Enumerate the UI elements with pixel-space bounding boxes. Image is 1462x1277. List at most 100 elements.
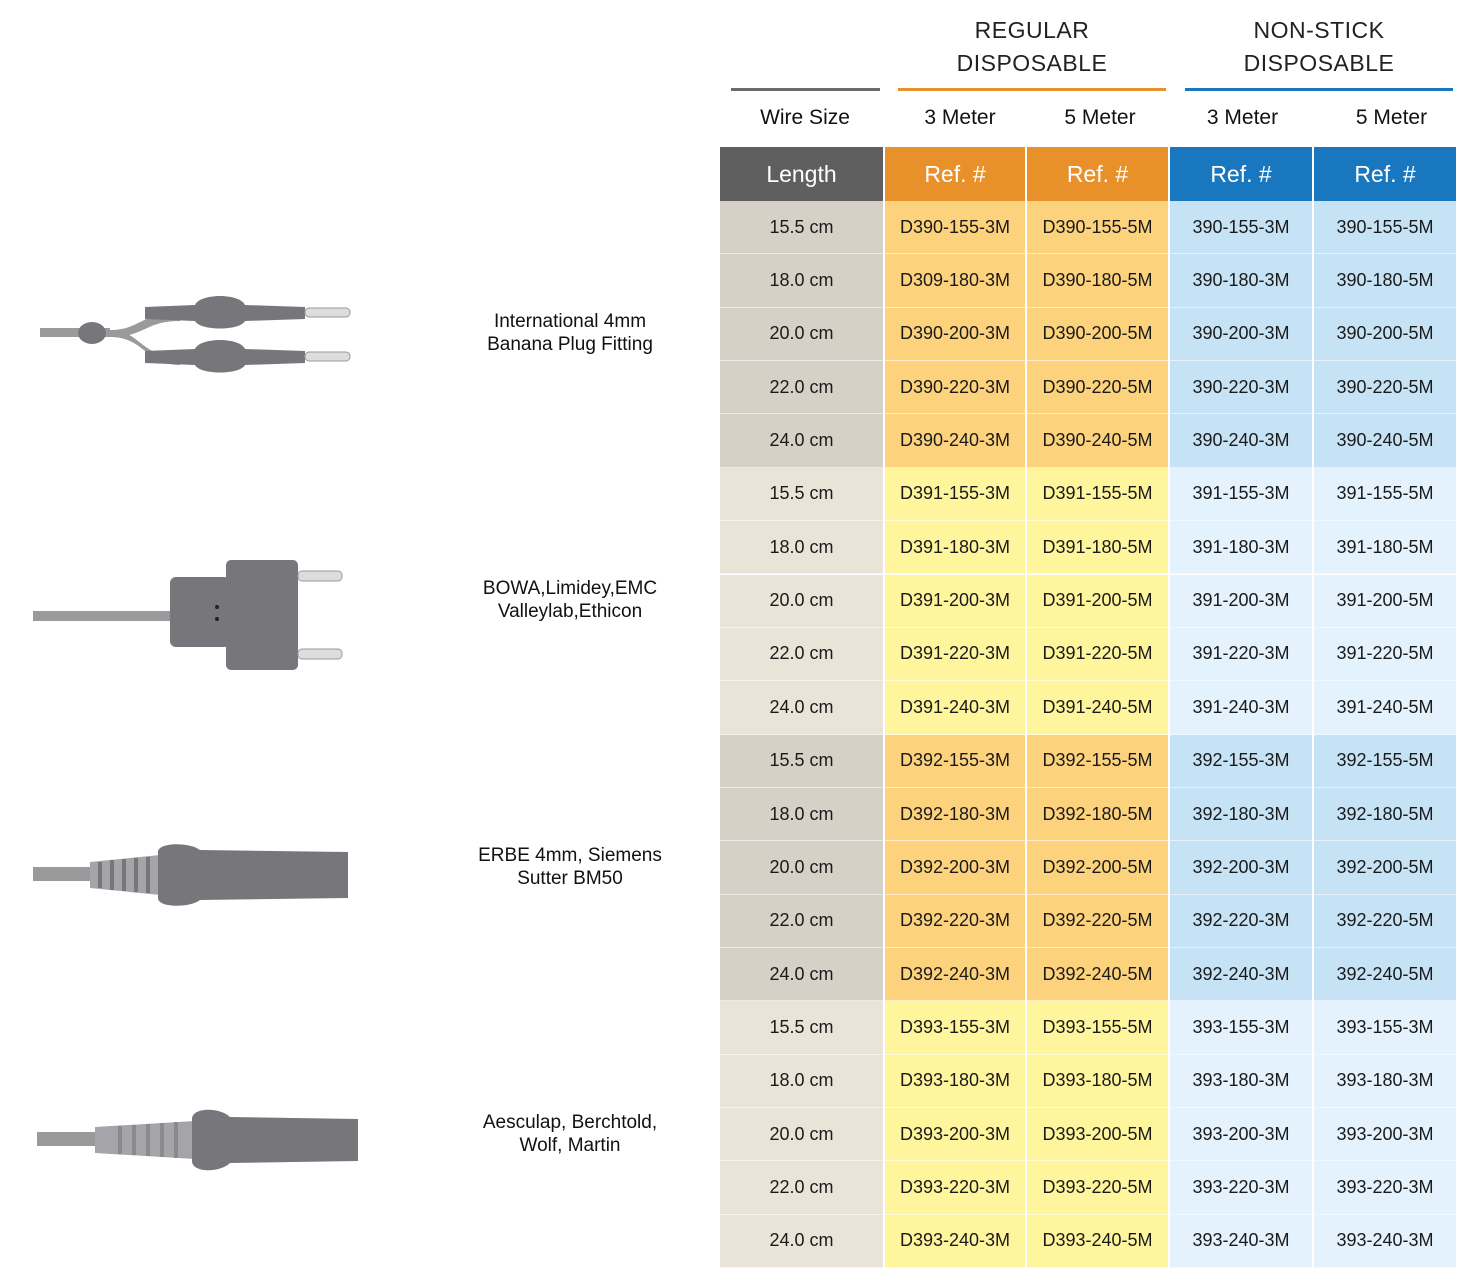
plug-aesculap xyxy=(37,1109,358,1171)
connector-label: Aesculap, Berchtold, xyxy=(482,1111,658,1133)
plug-banana xyxy=(40,296,351,373)
group-header: NON-STICK xyxy=(1253,17,1385,43)
connector-label: BOWA,Limidey,EMC xyxy=(482,578,658,600)
ref-cell: D392-155-3M xyxy=(885,734,1025,788)
ref-cell: D390-200-3M xyxy=(885,307,1025,362)
length-cell: 24.0 cm xyxy=(720,1214,883,1269)
ref-cell: D391-220-3M xyxy=(885,627,1025,682)
ref-cell: 391-220-3M xyxy=(1170,627,1312,682)
ref-cell: 392-155-3M xyxy=(1170,734,1312,788)
ref-cell: D393-155-5M xyxy=(1027,1001,1168,1055)
length-cell: 20.0 cm xyxy=(720,574,883,628)
ref-cell: 391-200-3M xyxy=(1170,574,1312,628)
length-cell: 18.0 cm xyxy=(720,254,883,308)
plug-bowa xyxy=(33,560,343,670)
ref-cell: 393-200-3M xyxy=(1170,1108,1312,1162)
ref-cell: 392-220-3M xyxy=(1170,894,1312,948)
ref-cell: 392-180-5M xyxy=(1314,787,1456,842)
ref-cell: 391-240-5M xyxy=(1314,681,1456,735)
length-cell: 15.5 cm xyxy=(720,467,883,522)
length-cell: 15.5 cm xyxy=(720,201,883,255)
ref-cell: D392-220-5M xyxy=(1027,894,1168,948)
subheader: 5 Meter xyxy=(1064,106,1136,129)
ref-cell: 390-200-5M xyxy=(1314,307,1456,362)
ref-cell: D390-155-5M xyxy=(1027,201,1168,255)
length-cell: 22.0 cm xyxy=(720,361,883,415)
ref-cell: D390-240-5M xyxy=(1027,414,1168,468)
ref-cell: D391-240-5M xyxy=(1027,681,1168,735)
ref-cell: 390-200-3M xyxy=(1170,307,1312,362)
ref-cell: D393-220-3M xyxy=(885,1161,1025,1215)
ref-cell: 393-180-3M xyxy=(1170,1054,1312,1108)
ref-cell: 391-155-3M xyxy=(1170,467,1312,522)
column-header: Length xyxy=(720,147,883,201)
ref-cell: D393-240-5M xyxy=(1027,1214,1168,1269)
ref-cell: 390-240-5M xyxy=(1314,414,1456,468)
ref-cell: D393-180-5M xyxy=(1027,1054,1168,1108)
length-cell: 22.0 cm xyxy=(720,627,883,682)
ref-cell: D392-180-5M xyxy=(1027,787,1168,842)
subheader: Wire Size xyxy=(760,106,850,129)
ref-cell: 391-220-5M xyxy=(1314,627,1456,682)
group-header: REGULAR xyxy=(974,17,1090,43)
length-cell: 24.0 cm xyxy=(720,681,883,735)
ref-cell: 393-220-3M xyxy=(1170,1161,1312,1215)
ref-cell: 390-220-5M xyxy=(1314,361,1456,415)
plug-erbe xyxy=(33,844,348,906)
ref-cell: D393-200-3M xyxy=(885,1108,1025,1162)
ref-cell: D393-240-3M xyxy=(885,1214,1025,1269)
length-cell: 20.0 cm xyxy=(720,1108,883,1162)
ref-cell: D309-180-3M xyxy=(885,254,1025,308)
connector-label: Valleylab,Ethicon xyxy=(497,601,643,623)
ref-cell: D393-200-5M xyxy=(1027,1108,1168,1162)
rule-wire xyxy=(731,88,880,91)
ref-cell: 393-220-3M xyxy=(1314,1161,1456,1215)
connector-label: Wolf, Martin xyxy=(519,1134,621,1156)
ref-cell: D390-155-3M xyxy=(885,201,1025,255)
ref-cell: D390-220-5M xyxy=(1027,361,1168,415)
ref-cell: D391-180-5M xyxy=(1027,521,1168,575)
ref-cell: 392-240-3M xyxy=(1170,947,1312,1002)
ref-cell: D390-200-5M xyxy=(1027,307,1168,362)
ref-cell: D393-220-5M xyxy=(1027,1161,1168,1215)
ref-cell: 393-180-3M xyxy=(1314,1054,1456,1108)
rule-nonstick xyxy=(1185,88,1453,91)
length-cell: 22.0 cm xyxy=(720,1161,883,1215)
column-header: Ref. # xyxy=(1314,147,1456,201)
ref-cell: D391-155-3M xyxy=(885,467,1025,522)
ref-cell: D390-180-5M xyxy=(1027,254,1168,308)
subheader: 5 Meter xyxy=(1355,106,1428,129)
ref-cell: 393-240-3M xyxy=(1314,1214,1456,1269)
group-header: DISPOSABLE xyxy=(1243,50,1395,76)
connector-label: Banana Plug Fitting xyxy=(487,334,653,356)
ref-cell: 390-220-3M xyxy=(1170,361,1312,415)
ref-cell: 391-155-5M xyxy=(1314,467,1456,522)
ref-cell: 392-200-3M xyxy=(1170,841,1312,895)
ref-cell: D393-155-3M xyxy=(885,1001,1025,1055)
ref-cell: 390-240-3M xyxy=(1170,414,1312,468)
ref-cell: 391-200-5M xyxy=(1314,574,1456,628)
length-cell: 18.0 cm xyxy=(720,521,883,575)
ref-cell: D393-180-3M xyxy=(885,1054,1025,1108)
ref-cell: 392-220-5M xyxy=(1314,894,1456,948)
connector-label: ERBE 4mm, Siemens xyxy=(478,844,662,866)
column-header: Ref. # xyxy=(1170,147,1312,201)
ref-cell: 392-200-5M xyxy=(1314,841,1456,895)
length-cell: 24.0 cm xyxy=(720,947,883,1002)
ref-cell: D392-155-5M xyxy=(1027,734,1168,788)
subheader: 3 Meter xyxy=(1206,106,1279,129)
length-cell: 22.0 cm xyxy=(720,894,883,948)
length-cell: 15.5 cm xyxy=(720,1001,883,1055)
ref-cell: 390-155-5M xyxy=(1314,201,1456,255)
ref-cell: D390-240-3M xyxy=(885,414,1025,468)
ref-cell: 390-155-3M xyxy=(1170,201,1312,255)
ref-cell: 391-180-5M xyxy=(1314,521,1456,575)
connector-label: Sutter BM50 xyxy=(517,867,623,889)
ref-cell: 391-180-3M xyxy=(1170,521,1312,575)
length-cell: 18.0 cm xyxy=(720,1054,883,1108)
ref-cell: D392-240-3M xyxy=(885,947,1025,1002)
ref-cell: D391-220-5M xyxy=(1027,627,1168,682)
group-header: DISPOSABLE xyxy=(956,50,1108,76)
ref-cell: 390-180-5M xyxy=(1314,254,1456,308)
